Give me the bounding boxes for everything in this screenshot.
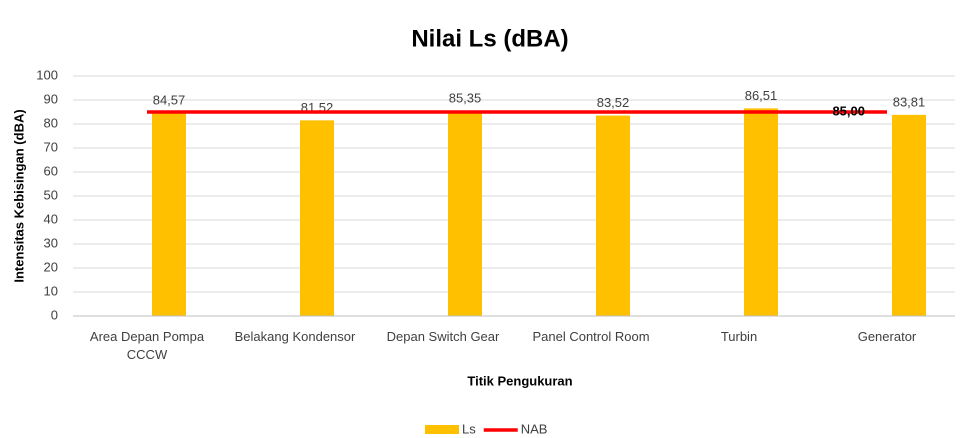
x-tick-label: Turbin: [720, 329, 758, 344]
x-tick-label: Belakang Kondensor: [234, 329, 356, 344]
y-tick-label: 50: [44, 187, 58, 202]
y-tick-label: 20: [44, 259, 58, 274]
data-label: 83,52: [597, 95, 630, 110]
bar: [152, 113, 186, 316]
data-label: 84,57: [153, 92, 186, 107]
bar: [892, 114, 926, 316]
y-tick-label: 30: [44, 235, 58, 250]
legend-label: Ls: [462, 421, 476, 436]
bar: [300, 120, 334, 317]
y-tick-label: 90: [44, 91, 58, 106]
y-tick-label: 40: [44, 211, 58, 226]
y-axis-title: Intensitas Kebisingan (dBA): [11, 109, 26, 282]
data-label: 86,51: [745, 88, 778, 103]
y-tick-label: 0: [51, 307, 58, 322]
legend-swatch: [425, 425, 459, 434]
data-label: 85,35: [449, 91, 482, 106]
chart-title: Nilai Ls (dBA): [411, 25, 568, 52]
bar: [744, 108, 778, 316]
y-tick-label: 10: [44, 283, 58, 298]
x-axis-title: Titik Pengukuran: [467, 373, 572, 388]
x-tick-label: Generator: [857, 329, 917, 344]
y-tick-label: 60: [44, 163, 58, 178]
legend-label: NAB: [521, 421, 548, 436]
x-tick-label: Depan Switch Gear: [386, 329, 500, 344]
bar: [448, 111, 482, 316]
x-tick-label: Area Depan Pompa CCCW: [89, 329, 205, 362]
bar: [596, 115, 630, 316]
y-tick-label: 70: [44, 139, 58, 154]
x-tick-label: Panel Control Room: [532, 329, 650, 344]
data-label: 85,00: [832, 103, 865, 118]
y-tick-label: 100: [36, 67, 58, 82]
data-label: 83,81: [893, 94, 926, 109]
y-tick-label: 80: [44, 115, 58, 130]
